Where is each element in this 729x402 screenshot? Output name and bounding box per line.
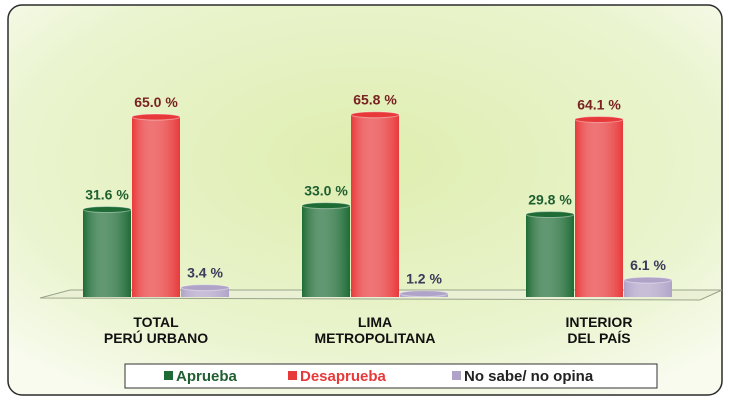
value-label: 31.6 % xyxy=(85,186,129,202)
category-label: METROPOLITANA xyxy=(314,330,435,346)
value-label: 64.1 % xyxy=(577,96,621,112)
legend-label: No sabe/ no opina xyxy=(464,368,594,385)
bar-top xyxy=(82,205,132,213)
bar-top xyxy=(301,202,351,210)
value-label: 6.1 % xyxy=(630,257,666,273)
bar-top xyxy=(180,284,230,292)
legend-swatch xyxy=(452,371,461,380)
value-label: 65.8 % xyxy=(353,92,397,108)
bar-shade xyxy=(351,114,399,297)
category-label: DEL PAÍS xyxy=(567,330,630,346)
bar-top xyxy=(350,111,400,119)
bar-top xyxy=(525,210,575,218)
value-label: 3.4 % xyxy=(187,265,223,281)
category-label: INTERIOR xyxy=(566,314,633,330)
category-label: LIMA xyxy=(358,314,392,330)
legend-box xyxy=(124,363,658,389)
value-label: 33.0 % xyxy=(304,183,348,199)
legend-label: Desaprueba xyxy=(300,368,387,385)
legend-label: Aprueba xyxy=(176,368,238,385)
bar-top xyxy=(131,113,181,121)
category-label: TOTAL xyxy=(133,314,179,330)
bar-shade xyxy=(624,280,672,297)
bar-shade xyxy=(83,209,131,297)
legend-swatch xyxy=(288,371,297,380)
bar-shade xyxy=(302,205,350,297)
bar-shade xyxy=(526,214,574,297)
bar-shade xyxy=(575,119,623,298)
bar-top xyxy=(623,276,673,284)
value-label: 29.8 % xyxy=(528,191,572,207)
bar-top xyxy=(574,115,624,123)
value-label: 65.0 % xyxy=(134,94,178,110)
category-label: PERÚ URBANO xyxy=(104,329,208,346)
bar-top xyxy=(399,290,449,298)
bar-shade xyxy=(181,287,229,297)
bar-shade xyxy=(132,116,180,297)
legend-swatch xyxy=(164,371,173,380)
value-label: 1.2 % xyxy=(406,271,442,287)
